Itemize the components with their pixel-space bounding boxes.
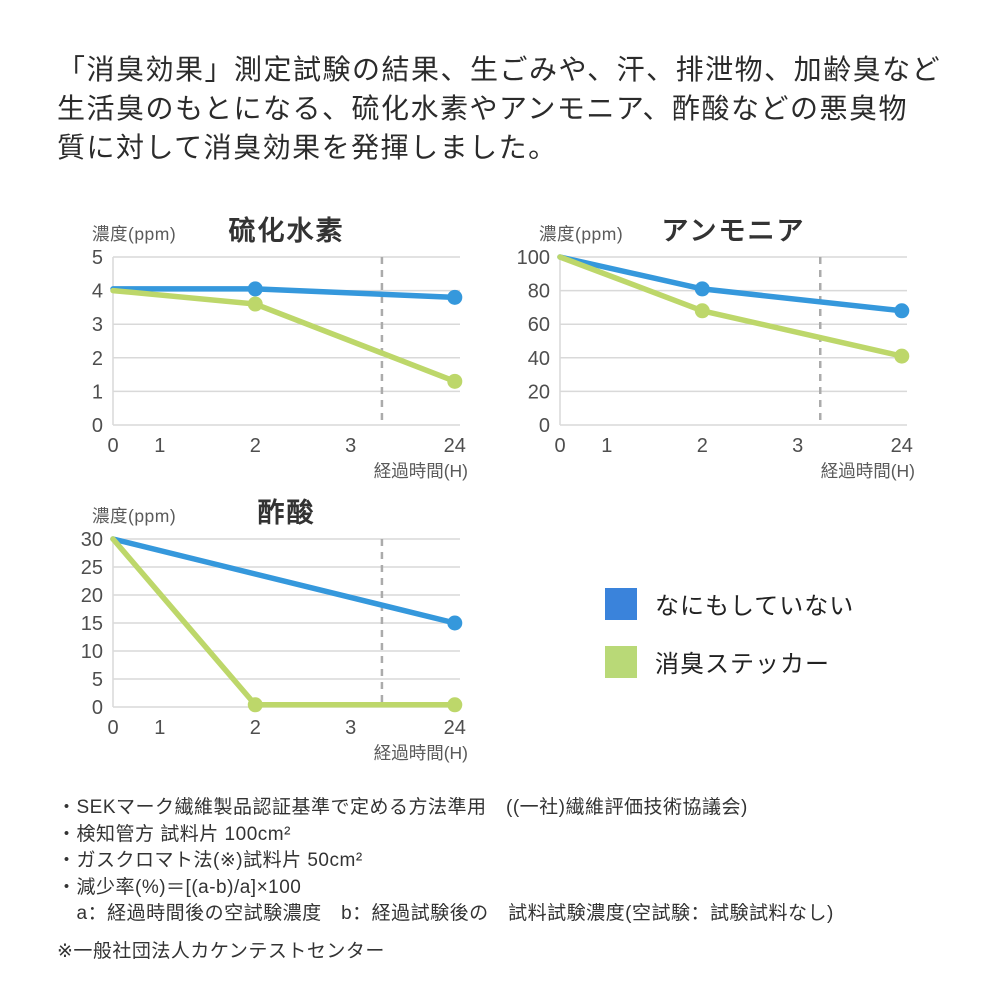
x-tick-label: 1 bbox=[154, 717, 165, 739]
y-tick-label: 3 bbox=[92, 314, 103, 336]
y-tick-label: 0 bbox=[92, 697, 103, 719]
footnote-line-1: ・SEKマーク繊維製品認証基準で定める方法準用 ((一社)繊維評価技術協議会) bbox=[57, 797, 748, 818]
y-tick-label: 10 bbox=[81, 641, 103, 663]
data-point bbox=[247, 281, 263, 297]
x-tick-label: 3 bbox=[792, 435, 803, 457]
y-tick-label: 0 bbox=[539, 415, 550, 437]
y-axis-label: 濃度(ppm) bbox=[92, 224, 177, 244]
footnote-line-4: ・減少率(%)＝[(a-b)/a]×100 bbox=[57, 876, 302, 898]
y-tick-label: 30 bbox=[81, 529, 103, 551]
x-tick-label: 3 bbox=[345, 435, 356, 457]
chart-title: 硫化水素 bbox=[228, 216, 345, 246]
x-tick-label: 24 bbox=[444, 717, 466, 739]
data-point bbox=[247, 296, 263, 312]
footnotes: ・SEKマーク繊維製品認証基準で定める方法準用 ((一社)繊維評価技術協議会) … bbox=[57, 795, 834, 928]
y-tick-label: 5 bbox=[92, 247, 103, 269]
x-tick-label: 0 bbox=[107, 717, 118, 739]
header-line-1: 「消臭効果」測定試験の結果、生ごみや、汗、排泄物、加齢臭など bbox=[57, 54, 942, 85]
chart-title: 酢酸 bbox=[257, 498, 316, 528]
y-tick-label: 4 bbox=[92, 281, 103, 303]
legend: なにもしていない 消臭ステッカー bbox=[605, 586, 854, 702]
header-line-3: 質に対して消臭効果を発揮しました。 bbox=[57, 132, 558, 163]
legend-item-deodorant-sticker: 消臭ステッカー bbox=[605, 644, 854, 679]
y-tick-label: 80 bbox=[528, 281, 550, 303]
chart-ammonia: 0 20 40 60 80 100 0 1 2 3 24 経過時間(H) 濃度(ppm) アンモニア bbox=[517, 211, 917, 481]
legend-label: 消臭ステッカー bbox=[655, 651, 830, 678]
y-tick-label: 2 bbox=[92, 348, 103, 370]
data-point bbox=[694, 281, 710, 297]
x-tick-label: 1 bbox=[154, 435, 165, 457]
x-tick-label: 3 bbox=[345, 717, 356, 739]
legend-item-untreated: なにもしていない bbox=[605, 586, 854, 621]
series-line bbox=[557, 254, 905, 314]
series-line bbox=[110, 287, 458, 385]
series-line bbox=[110, 536, 458, 708]
chart-hydrogen-sulfide-plot: 0 1 2 3 4 5 0 1 2 3 24 経過時間(H) bbox=[92, 247, 468, 481]
y-tick-label: 1 bbox=[92, 381, 103, 403]
y-tick-label: 15 bbox=[81, 613, 103, 635]
test-center-note: ※一般社団法人カケンテストセンター bbox=[57, 941, 385, 962]
chart-title: アンモニア bbox=[661, 216, 806, 246]
footnote-line-3: ・ガスクロマト法(※)試料片 50cm² bbox=[57, 850, 363, 871]
x-tick-label: 0 bbox=[107, 435, 118, 457]
x-axis-label: 経過時間(H) bbox=[374, 743, 468, 763]
y-tick-label: 40 bbox=[528, 348, 550, 370]
data-point bbox=[447, 697, 463, 713]
data-point bbox=[894, 348, 910, 364]
x-tick-label: 2 bbox=[697, 435, 708, 457]
legend-swatch-green bbox=[605, 645, 637, 678]
x-tick-label: 0 bbox=[554, 435, 565, 457]
footnote-line-2: ・検知管方 試料片 100cm² bbox=[57, 823, 291, 845]
chart-ammonia-plot: 0 20 40 60 80 100 0 1 2 3 24 経過時間(H) bbox=[517, 247, 915, 481]
footnote-line-5: a：経過時間後の空試験濃度 b：経過試験後の 試料試験濃度(空試験：試験試料なし… bbox=[57, 903, 834, 924]
data-point bbox=[447, 615, 463, 631]
chart-acetic-acid: 0 5 10 15 20 25 30 0 1 2 3 24 経過時間(H) 濃度(ppm) 酢酸 bbox=[70, 493, 470, 763]
chart-hydrogen-sulfide: 0 1 2 3 4 5 0 1 2 3 24 経過時間(H) 濃度(ppm) 硫化水素 bbox=[70, 211, 470, 481]
y-axis-label: 濃度(ppm) bbox=[539, 224, 624, 244]
x-tick-label: 2 bbox=[250, 717, 261, 739]
y-tick-label: 100 bbox=[517, 247, 550, 269]
legend-label: なにもしていない bbox=[655, 593, 855, 620]
data-point bbox=[694, 303, 710, 319]
y-tick-label: 20 bbox=[528, 381, 550, 403]
x-tick-label: 2 bbox=[250, 435, 261, 457]
y-tick-label: 60 bbox=[528, 314, 550, 336]
header-line-2: 生活臭のもとになる、硫化水素やアンモニア、酢酸などの悪臭物 bbox=[57, 93, 909, 124]
x-tick-label: 24 bbox=[444, 435, 466, 457]
x-axis-label: 経過時間(H) bbox=[821, 461, 915, 481]
series-line bbox=[110, 536, 458, 626]
y-tick-label: 0 bbox=[92, 415, 103, 437]
header-text: 「消臭効果」測定試験の結果、生ごみや、汗、排泄物、加齢臭など 生活臭のもとになる… bbox=[57, 50, 957, 167]
x-tick-label: 24 bbox=[891, 435, 913, 457]
data-point bbox=[447, 289, 463, 305]
y-tick-label: 25 bbox=[81, 557, 103, 579]
data-point bbox=[894, 303, 910, 319]
y-tick-label: 5 bbox=[92, 669, 103, 691]
legend-swatch-blue bbox=[605, 587, 637, 620]
data-point bbox=[247, 697, 263, 713]
y-axis-label: 濃度(ppm) bbox=[92, 506, 177, 526]
data-point bbox=[447, 373, 463, 389]
y-tick-label: 20 bbox=[81, 585, 103, 607]
x-tick-label: 1 bbox=[601, 435, 612, 457]
chart-acetic-acid-plot: 0 5 10 15 20 25 30 0 1 2 3 24 経過時間(H) bbox=[81, 529, 468, 763]
x-axis-label: 経過時間(H) bbox=[374, 461, 468, 481]
